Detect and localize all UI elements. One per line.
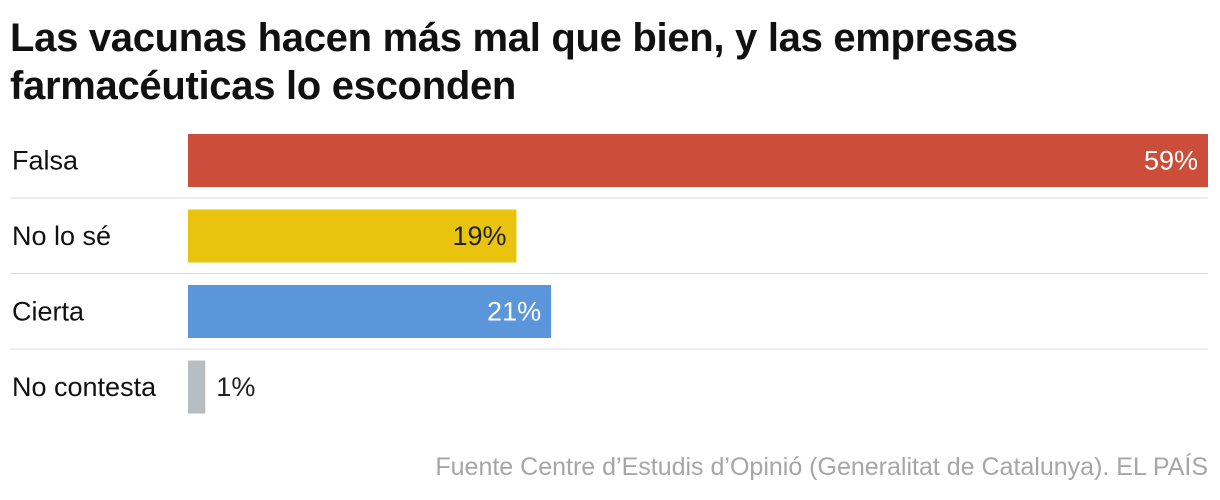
category-label: Cierta: [12, 297, 85, 327]
bar: [188, 360, 206, 414]
bar: [188, 134, 1208, 187]
bar: [188, 209, 517, 263]
chart-title: Las vacunas hacen más mal que bien, y la…: [10, 16, 1018, 108]
category-label: No contesta: [12, 372, 157, 402]
value-label: 21%: [487, 297, 541, 327]
value-label: 1%: [216, 372, 255, 402]
source-note: Fuente Centre d’Estudis d’Opinió (Genera…: [435, 453, 1208, 481]
category-label: Falsa: [12, 146, 79, 176]
category-label: No lo sé: [12, 221, 111, 251]
value-label: 19%: [452, 221, 506, 251]
bar: [188, 285, 552, 338]
value-label: 59%: [1144, 146, 1198, 176]
chart-rows: Falsa 59% No lo sé 19% Cierta 21% No contesta 1…: [10, 134, 1208, 414]
bar-chart: Falsa 59% No lo sé 19% Cierta 21% No contesta 1…: [10, 134, 1208, 414]
